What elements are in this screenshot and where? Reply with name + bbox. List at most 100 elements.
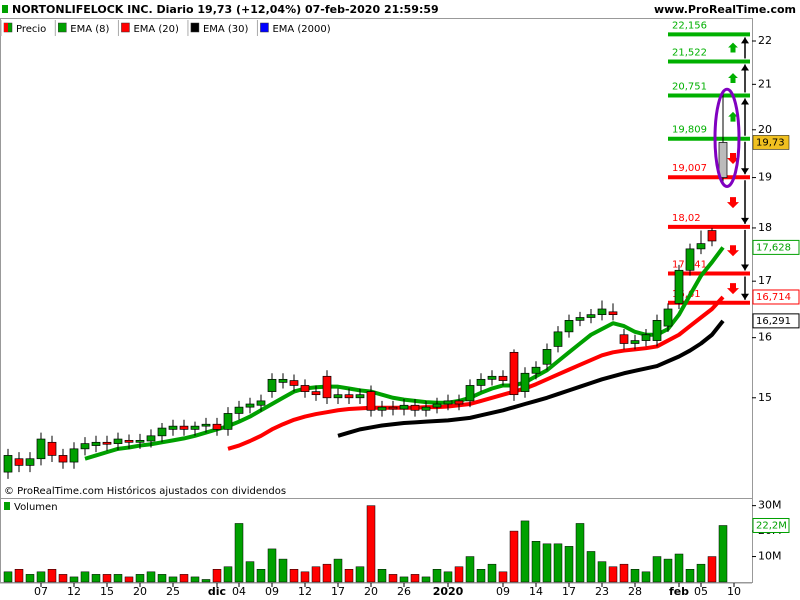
candle-body (80, 443, 90, 450)
candle-body (201, 423, 211, 427)
candle-body (179, 425, 189, 430)
level-label: 22,156 (672, 20, 707, 31)
ema-last-label: 16,291 (756, 316, 791, 327)
volume-bar (80, 571, 90, 583)
ema-last-box (752, 289, 800, 305)
volume-bar (597, 561, 607, 583)
volume-bar (355, 566, 365, 583)
volume-bar (113, 574, 123, 583)
volume-icon (4, 502, 10, 510)
candle-body (124, 439, 134, 443)
y-tick-label: 22 (758, 34, 772, 47)
legend-label: EMA (8) (70, 24, 109, 35)
level-label: 20,751 (672, 81, 707, 92)
ema-last-box (752, 239, 800, 255)
candle-body (311, 391, 321, 396)
price-badge (752, 135, 790, 150)
candle-body (267, 378, 277, 392)
source: www.ProRealTime.com (654, 3, 796, 16)
candle-body (168, 425, 178, 430)
candle-body (476, 378, 486, 386)
chart-title: NORTONLIFELOCK INC. Diario 19,73 (+12,04… (12, 3, 439, 16)
candle-body (278, 378, 288, 383)
candle-body (520, 372, 530, 392)
candle-body (25, 458, 35, 466)
candle-body (234, 406, 244, 414)
candle-body (157, 427, 167, 437)
candle-body (641, 334, 651, 341)
candle-body (36, 438, 46, 460)
candle-body (509, 351, 519, 396)
volume-bar (91, 574, 101, 583)
candle-body (487, 375, 497, 380)
down-arrow-icon (727, 245, 739, 257)
ema-last-label: 17,628 (756, 242, 791, 253)
volume-bar (377, 569, 387, 583)
volume-bar (333, 558, 343, 583)
volume-bar (102, 574, 112, 583)
volume-bar (201, 579, 211, 583)
volume-last-box (752, 517, 790, 533)
candle-body (388, 406, 398, 410)
down-arrow-icon (727, 197, 739, 209)
candle-body (685, 248, 695, 271)
candle-body (146, 435, 156, 442)
candle-body (575, 317, 585, 321)
level-arrow-head (741, 37, 749, 44)
candle-body (542, 349, 552, 365)
x-tick-label: 25 (166, 585, 180, 598)
y-tick-label: 20 (758, 123, 772, 136)
y-tick-label: 21 (758, 77, 772, 90)
candle-body (113, 438, 123, 444)
level-label: 16,61 (672, 289, 701, 300)
volume-bar (509, 530, 519, 583)
level-arrow-head (741, 264, 749, 271)
volume-bar (388, 574, 398, 583)
volume-bar (641, 571, 651, 583)
candle-body (399, 404, 409, 410)
candle-body (300, 385, 310, 392)
volume-bar (311, 566, 321, 583)
volume-tick-label: 30M (758, 499, 782, 512)
candle-body (674, 269, 684, 304)
x-tick-label: 07 (34, 585, 48, 598)
volume-bar (399, 576, 409, 583)
volume-bar (575, 523, 585, 583)
legend-label: EMA (30) (203, 24, 249, 35)
x-tick-label: 2020 (433, 585, 464, 598)
volume-bar (146, 571, 156, 583)
volume-bar (278, 558, 288, 583)
candle-body (102, 441, 112, 445)
volume-bar (322, 563, 332, 583)
volume-bar (696, 563, 706, 583)
x-tick-label: 14 (529, 585, 543, 598)
level-arrow-head (741, 293, 749, 300)
candle-body (619, 334, 629, 344)
candle-body (190, 425, 200, 430)
level-label: 19,007 (672, 163, 707, 174)
volume-bar (674, 553, 684, 583)
volume-bar (443, 571, 453, 583)
footnote: © ProRealTime.com Históricos ajustados c… (4, 485, 286, 497)
candle-body (718, 142, 728, 178)
level-label: 19,809 (672, 125, 707, 136)
volume-bar (454, 566, 464, 583)
volume-bar (168, 576, 178, 583)
volume-bar (630, 569, 640, 583)
candle-body (212, 423, 222, 430)
candle-body (47, 441, 57, 456)
title-icon (2, 5, 8, 13)
y-tick-label: 15 (758, 391, 772, 404)
volume-bar (564, 546, 574, 583)
x-tick-label: 12 (67, 585, 81, 598)
volume-bar (256, 569, 266, 583)
legend-swatch (4, 23, 8, 32)
volume-tick-label: 10M (758, 550, 782, 563)
candle-body (630, 340, 640, 344)
up-arrow-icon (725, 41, 741, 54)
candle-body (256, 400, 266, 406)
volume-bar (685, 569, 695, 583)
x-tick-label: dic (208, 585, 226, 598)
legend-label: EMA (20) (133, 24, 179, 35)
price-badge-label: 19,73 (756, 137, 785, 148)
